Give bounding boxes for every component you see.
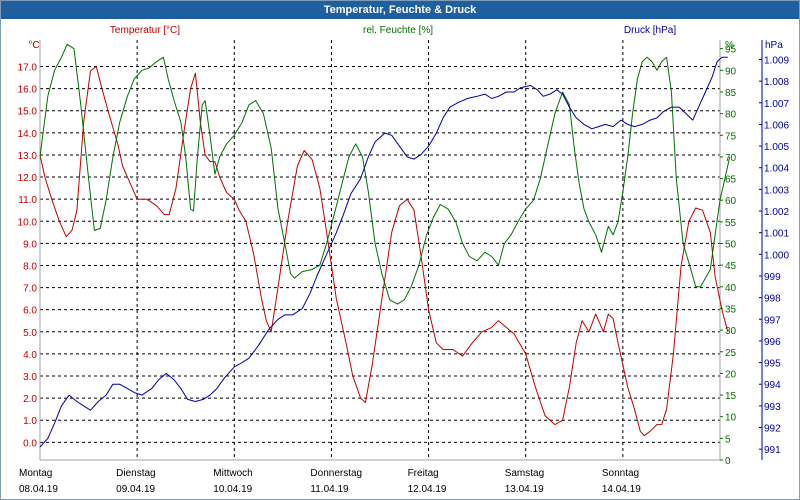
temperature-tick-label: 15.0 — [18, 107, 38, 118]
pressure-tick-label: 1.006 — [764, 120, 789, 131]
x-tick-date-label: 10.04.19 — [213, 484, 252, 495]
temperature-tick-label: 16.0 — [18, 85, 38, 96]
temperature-unit-label: °C — [28, 40, 39, 51]
x-tick-date-label: 09.04.19 — [116, 484, 155, 495]
humidity-tick-label: 35 — [725, 304, 737, 315]
pressure-tick-label: 1.009 — [764, 55, 789, 66]
pressure-tick-label: 1.001 — [764, 229, 789, 240]
x-tick-date-label: 11.04.19 — [310, 484, 349, 495]
temperature-tick-label: 12.0 — [18, 173, 38, 184]
pressure-unit-label: hPa — [765, 40, 783, 51]
humidity-tick-label: 5 — [725, 434, 731, 445]
pressure-tick-label: 998 — [764, 294, 781, 305]
series-line-pressure — [39, 56, 728, 448]
humidity-axis-title: rel. Feuchte [%] — [363, 25, 433, 36]
temperature-tick-label: 11.0 — [18, 195, 37, 206]
temperature-tick-label: 13.0 — [18, 151, 38, 162]
x-tick-day-label: Freitag — [408, 468, 439, 479]
pressure-tick-label: 1.007 — [764, 99, 789, 110]
data-series — [39, 43, 731, 448]
temperature-tick-label: 7.0 — [23, 284, 37, 295]
humidity-tick-label: 90 — [725, 66, 737, 77]
temperature-tick-label: 8.0 — [23, 261, 37, 272]
temperature-tick-label: 4.0 — [23, 350, 37, 361]
humidity-tick-label: 85 — [725, 88, 737, 99]
x-tick-day-label: Montag — [19, 468, 52, 479]
pressure-tick-label: 992 — [764, 424, 781, 435]
pressure-tick-label: 994 — [764, 380, 781, 391]
humidity-tick-label: 30 — [725, 326, 737, 337]
pressure-tick-label: 995 — [764, 359, 781, 370]
series-line-humidity — [39, 43, 731, 305]
pressure-axis-title: Druck [hPa] — [624, 25, 676, 36]
pressure-tick-label: 1.003 — [764, 185, 789, 196]
x-tick-day-label: Donnerstag — [310, 468, 362, 479]
temperature-tick-label: 1.0 — [23, 416, 37, 427]
x-tick-date-label: 08.04.19 — [19, 484, 58, 495]
series-line-temperature — [39, 66, 729, 437]
humidity-tick-label: 40 — [725, 283, 737, 294]
temperature-tick-label: 0.0 — [23, 438, 37, 449]
humidity-tick-label: 45 — [725, 261, 737, 272]
pressure-tick-label: 1.004 — [764, 164, 789, 175]
temperature-tick-label: 6.0 — [23, 306, 37, 317]
tick-labels: 0.0 1.0 2.0 3.0 4.0 5.0 6.0 7.0 8.0 9.0 10.0 11.0 12… — [18, 45, 790, 495]
temperature-tick-label: 3.0 — [23, 372, 37, 383]
humidity-tick-label: 75 — [725, 131, 737, 142]
temperature-tick-label: 2.0 — [23, 394, 37, 405]
pressure-tick-label: 991 — [764, 445, 781, 456]
x-tick-day-label: Sonntag — [602, 468, 639, 479]
pressure-tick-label: 1.002 — [764, 207, 789, 218]
grid-lines — [40, 40, 720, 460]
humidity-tick-label: 60 — [725, 196, 737, 207]
humidity-tick-label: 80 — [725, 110, 737, 121]
temperature-tick-label: 14.0 — [18, 129, 38, 140]
temperature-tick-label: 5.0 — [23, 328, 37, 339]
pressure-tick-label: 1.008 — [764, 77, 789, 88]
humidity-tick-label: 25 — [725, 348, 737, 359]
temperature-tick-label: 17.0 — [18, 63, 38, 74]
pressure-tick-label: 993 — [764, 402, 781, 413]
humidity-tick-label: 70 — [725, 153, 737, 164]
temperature-axis-title: Temperatur [°C] — [110, 25, 180, 36]
temperature-tick-label: 10.0 — [18, 217, 38, 228]
x-tick-day-label: Dienstag — [116, 468, 155, 479]
x-tick-day-label: Mittwoch — [213, 468, 252, 479]
humidity-tick-label: 50 — [725, 240, 737, 251]
pressure-tick-label: 999 — [764, 272, 781, 283]
humidity-tick-label: 55 — [725, 218, 737, 229]
humidity-tick-label: 95 — [725, 45, 737, 56]
humidity-tick-label: 15 — [725, 391, 737, 402]
axes — [39, 40, 763, 461]
humidity-unit-label: % — [725, 40, 734, 51]
humidity-tick-label: 65 — [725, 175, 737, 186]
x-tick-day-label: Samstag — [505, 468, 544, 479]
humidity-tick-label: 10 — [725, 413, 737, 424]
humidity-tick-label: 20 — [725, 369, 737, 380]
pressure-tick-label: 1.000 — [764, 250, 789, 261]
pressure-tick-label: 997 — [764, 315, 781, 326]
window-title: Temperatur, Feuchte & Druck — [1, 1, 799, 19]
x-tick-date-label: 13.04.19 — [505, 484, 544, 495]
x-tick-date-label: 14.04.19 — [602, 484, 641, 495]
pressure-tick-label: 996 — [764, 337, 781, 348]
x-tick-date-label: 12.04.19 — [408, 484, 447, 495]
humidity-tick-label: 0 — [725, 456, 731, 467]
temperature-tick-label: 9.0 — [23, 239, 37, 250]
pressure-tick-label: 1.005 — [764, 142, 789, 153]
